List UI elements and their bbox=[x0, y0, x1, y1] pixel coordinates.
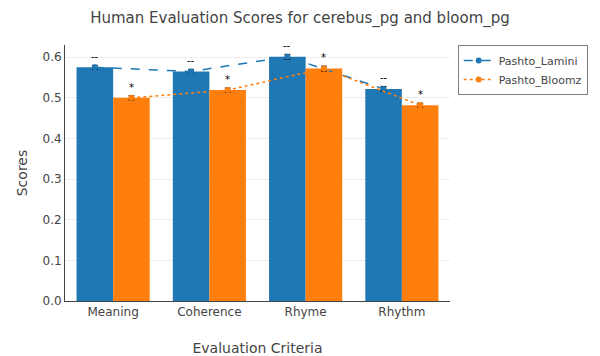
svg-text:0.5: 0.5 bbox=[43, 91, 62, 105]
svg-text:Human Evaluation Scores for ce: Human Evaluation Scores for cerebus_pg a… bbox=[90, 9, 510, 28]
svg-text:0.3: 0.3 bbox=[43, 172, 62, 186]
svg-text:Scores: Scores bbox=[14, 150, 30, 197]
svg-text:*: * bbox=[129, 82, 134, 93]
svg-text:0.2: 0.2 bbox=[43, 213, 62, 227]
svg-text:Pashto_Lamini: Pashto_Lamini bbox=[499, 55, 578, 68]
svg-text:--: -- bbox=[187, 55, 195, 66]
svg-text:0.6: 0.6 bbox=[43, 50, 62, 64]
svg-text:--: -- bbox=[380, 72, 388, 83]
svg-text:--: -- bbox=[283, 40, 291, 51]
svg-text:Rhythm: Rhythm bbox=[378, 305, 425, 319]
svg-text:0.0: 0.0 bbox=[43, 294, 62, 308]
svg-text:Pashto_Bloomz: Pashto_Bloomz bbox=[499, 74, 582, 87]
svg-text:--: -- bbox=[91, 51, 99, 62]
svg-text:Coherence: Coherence bbox=[177, 305, 241, 319]
svg-text:Meaning: Meaning bbox=[87, 305, 138, 319]
svg-text:Evaluation Criteria: Evaluation Criteria bbox=[192, 340, 322, 356]
svg-text:Rhyme: Rhyme bbox=[285, 305, 327, 319]
svg-text:0.4: 0.4 bbox=[43, 132, 62, 146]
svg-text:*: * bbox=[418, 89, 423, 100]
svg-text:*: * bbox=[321, 52, 326, 63]
svg-text:*: * bbox=[225, 74, 230, 85]
svg-text:0.1: 0.1 bbox=[43, 254, 62, 268]
